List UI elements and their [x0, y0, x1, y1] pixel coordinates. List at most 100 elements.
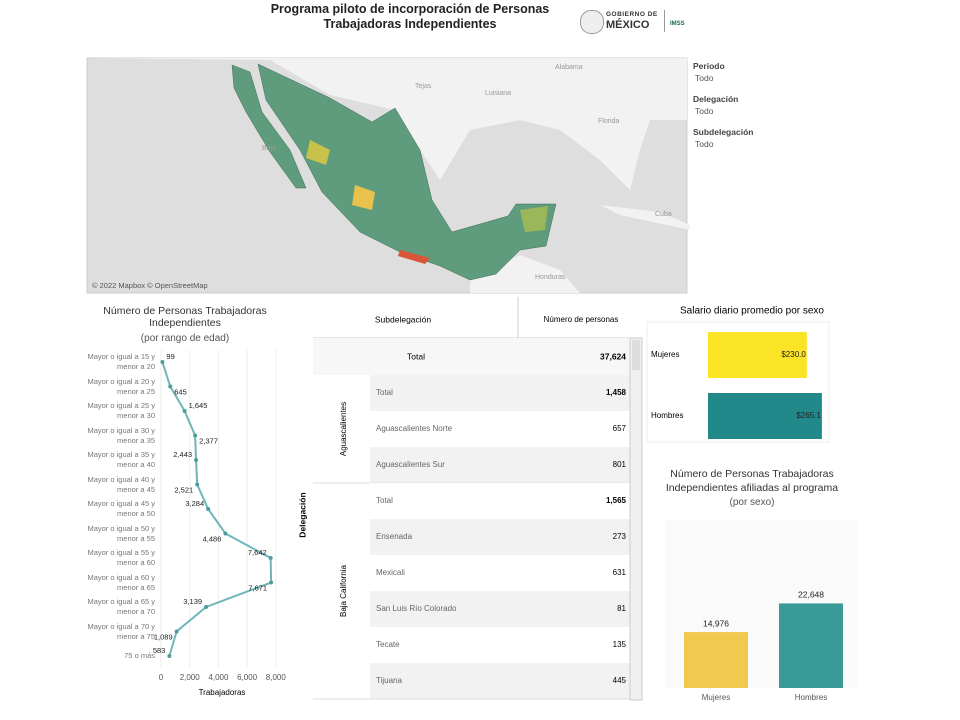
data-label: 645: [174, 387, 187, 396]
point: [194, 458, 199, 462]
table-cell: San Luis Río Colorado: [376, 604, 457, 613]
point: [204, 605, 209, 609]
table-row: [370, 591, 630, 627]
page-title: Programa piloto de incorporación de Pers…: [270, 2, 550, 31]
data-label: $230.0: [781, 350, 806, 359]
table-cell: 1,565: [606, 496, 627, 505]
map-attribution: © 2022 Mapbox © OpenStreetMap: [92, 281, 208, 290]
map: Alabama Tejas Luisiana Florida Cuba Hond…: [86, 57, 690, 294]
point: [167, 654, 172, 658]
data-label: 4,486: [203, 534, 222, 543]
line: [161, 361, 273, 657]
table-row: [370, 411, 630, 447]
point: [195, 482, 200, 487]
x-tick-label: 4,000: [208, 673, 229, 682]
table-cell: 37,624: [600, 351, 626, 361]
chart-subtitle: (por rango de edad): [140, 333, 230, 344]
table-group-label: Baja California: [339, 564, 348, 617]
map-label: Tejas: [415, 83, 432, 90]
point: [160, 360, 165, 364]
filter-label: Periodo: [693, 61, 725, 71]
table-row: [370, 375, 630, 411]
table-cell: 135: [613, 640, 627, 649]
map-region: [520, 206, 548, 232]
map-region: [257, 63, 557, 281]
x-tick-label: 2,000: [180, 673, 201, 682]
filter-value: Todo: [695, 106, 714, 116]
data-label: 2,443: [173, 450, 192, 459]
y-tick-label: Mayor o igual a 50 y menor a 55: [87, 523, 155, 543]
table-row: [370, 483, 630, 519]
map-label: Alabama: [555, 64, 583, 71]
point: [174, 629, 179, 634]
logo: GOBIERNO DE MÉXICO IMSS: [580, 10, 690, 34]
bar: [708, 332, 807, 378]
table-row: [370, 447, 630, 483]
table-header: Subdelegación: [375, 314, 432, 324]
table-cell: 273: [613, 532, 627, 541]
y-tick-label: Mayor o igual a 15 y menor a 20: [87, 352, 155, 371]
point: [269, 580, 274, 585]
chart-title: Salario diario promedio por sexo: [680, 306, 824, 317]
point: [206, 507, 211, 511]
point: [223, 531, 228, 536]
data-label: 3,139: [183, 597, 202, 606]
y-tick-label: Mujeres: [651, 350, 679, 359]
map-label: Baja: [262, 145, 276, 152]
data-label: 2,521: [174, 485, 193, 494]
logo-text: GOBIERNO DE: [606, 11, 658, 18]
map-label: Florida: [598, 118, 620, 125]
table-cell: Total: [376, 496, 393, 505]
data-label: 1,645: [189, 401, 208, 410]
data-label: 2,377: [199, 436, 218, 445]
bar: [684, 632, 748, 688]
bar: [708, 393, 822, 439]
x-tick-label: Mujeres: [702, 693, 730, 702]
map-land: [470, 255, 580, 293]
y-tick-label: 75 o más: [124, 651, 155, 660]
map-label: Cuba: [655, 211, 672, 218]
table-cell: Ensenada: [376, 532, 413, 541]
logo-divider: [664, 10, 665, 32]
logo-text: MÉXICO: [606, 19, 650, 31]
map-label: Luisiana: [485, 90, 511, 97]
y-tick-label: Mayor o igual a 60 y menor a 65: [87, 572, 155, 592]
map-region: [352, 185, 375, 210]
map-land: [600, 205, 690, 230]
x-tick-label: 6,000: [237, 673, 258, 682]
x-tick-label: Hombres: [795, 693, 827, 702]
table-cell: 631: [613, 568, 627, 577]
point: [168, 384, 173, 389]
data-label: 14,976: [703, 618, 729, 628]
point: [182, 409, 187, 413]
filter-value: Todo: [695, 139, 714, 149]
table-cell: 81: [617, 604, 626, 613]
table-cell: Total: [376, 388, 393, 397]
table-cell: 1,458: [606, 388, 627, 397]
filter-value: Todo: [695, 73, 714, 83]
table-cell: Mexicali: [376, 568, 405, 577]
table-cell: Tijuana: [376, 676, 402, 685]
y-tick-label: Mayor o igual a 45 y menor a 50: [87, 499, 155, 518]
table-cell: 657: [613, 424, 627, 433]
data-label: 1,089: [154, 632, 173, 641]
table-cell: 445: [613, 676, 627, 685]
y-tick-label: Mayor o igual a 25 y menor a 30: [87, 401, 155, 420]
chart-subtitle: (por sexo): [729, 497, 775, 508]
scrollbar-thumb: [632, 340, 640, 370]
table-cell: Aguascalientes Norte: [376, 424, 453, 433]
data-label: $265.1: [796, 411, 821, 420]
logo-text: IMSS: [670, 21, 685, 27]
x-axis-label: Trabajadoras: [199, 688, 246, 697]
map-region: [398, 250, 430, 264]
point: [193, 433, 198, 438]
data-label: 22,648: [798, 590, 824, 600]
table-row: [370, 627, 630, 663]
table-row: [370, 555, 630, 591]
table-cell: Total: [407, 351, 425, 361]
y-tick-label: Mayor o igual a 30 y menor a 35: [87, 425, 155, 445]
data-label: 3,284: [185, 499, 204, 508]
y-tick-label: Hombres: [651, 411, 683, 420]
table-cell: 801: [613, 460, 627, 469]
filter-label: Delegación: [693, 94, 739, 104]
